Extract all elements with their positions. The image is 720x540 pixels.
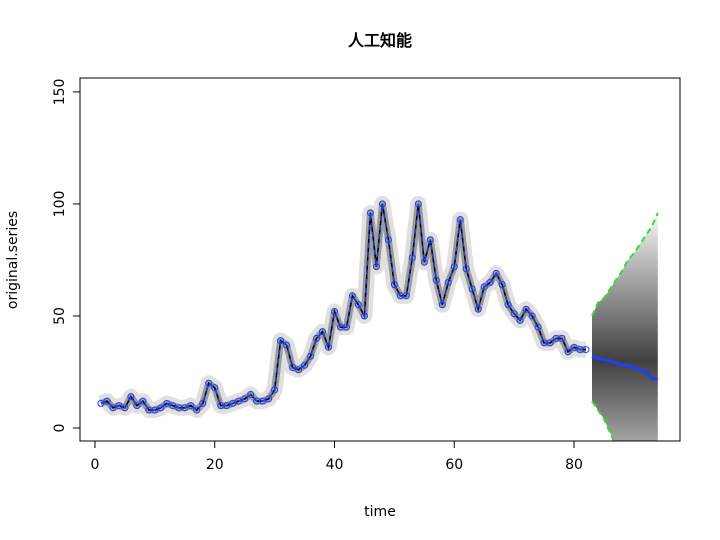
observed-point: [378, 200, 386, 208]
observed-point: [151, 406, 159, 414]
observed-point: [348, 292, 356, 300]
observed-point: [480, 283, 488, 291]
x-tick-label: 80: [565, 457, 583, 473]
observed-point: [510, 310, 518, 318]
observed-point: [522, 305, 530, 313]
observed-point: [372, 263, 380, 271]
observed-point: [432, 276, 440, 284]
observed-point: [354, 301, 362, 309]
observed-point: [504, 301, 512, 309]
observed-point: [546, 339, 554, 347]
observed-point: [408, 254, 416, 262]
observed-point: [265, 395, 273, 403]
observed-point: [247, 390, 255, 398]
x-tick-label: 0: [91, 457, 100, 473]
observed-point: [97, 399, 105, 407]
observed-point: [193, 406, 201, 414]
observed-point: [390, 281, 398, 289]
observed-point: [402, 292, 410, 300]
y-tick-label: 100: [52, 191, 68, 218]
chart-title: 人工知能: [348, 31, 412, 50]
observed-point: [564, 348, 572, 356]
observed-point: [133, 402, 141, 410]
y-axis-label: original.series: [5, 211, 21, 309]
observed-point: [313, 334, 321, 342]
observed-point: [187, 402, 195, 410]
observed-point: [199, 399, 207, 407]
observed-point: [307, 352, 315, 360]
observed-point: [259, 397, 267, 405]
observed-point: [498, 281, 506, 289]
observed-point: [528, 312, 536, 320]
observed-point: [570, 343, 578, 351]
observed-point: [181, 404, 189, 412]
observed-point: [163, 399, 171, 407]
plot-area: [97, 195, 659, 441]
x-tick-label: 60: [445, 457, 463, 473]
observed-point: [444, 278, 452, 286]
observed-point: [169, 402, 177, 410]
observed-point: [115, 402, 123, 410]
observed-point: [468, 285, 476, 293]
observed-point: [277, 337, 285, 345]
observed-point: [241, 395, 249, 403]
observed-point: [157, 404, 165, 412]
observed-point: [474, 305, 482, 313]
observed-point: [414, 200, 422, 208]
observed-point: [330, 307, 338, 315]
observed-point: [127, 393, 135, 401]
observed-point: [492, 269, 500, 277]
observed-point: [289, 364, 297, 372]
observed-point: [109, 404, 117, 412]
interval-line: [591, 212, 659, 317]
observed-point: [103, 397, 111, 405]
observed-point: [558, 334, 566, 342]
observed-point: [301, 361, 309, 369]
observed-point: [516, 316, 524, 324]
forecast-fan: [592, 212, 658, 441]
y-tick-label: 0: [52, 424, 68, 433]
observed-point: [283, 341, 291, 349]
observed-point: [360, 312, 368, 320]
observed-point: [121, 404, 129, 412]
observed-point: [325, 343, 333, 351]
observed-point: [229, 399, 237, 407]
observed-point: [211, 384, 219, 392]
observed-point: [319, 328, 327, 336]
observed-point: [450, 263, 458, 271]
observed-point: [486, 278, 494, 286]
forecast-line: [591, 354, 658, 381]
observed-point: [139, 397, 147, 405]
y-tick-label: 50: [52, 307, 68, 325]
observed-point: [366, 209, 374, 217]
observed-point: [271, 386, 279, 394]
observed-point: [456, 216, 464, 224]
observed-point: [582, 346, 590, 354]
observed-point: [438, 301, 446, 309]
observed-point: [384, 236, 392, 244]
observed-point: [462, 265, 470, 273]
x-tick-label: 40: [326, 457, 344, 473]
x-tick-label: 20: [206, 457, 224, 473]
observed-point: [295, 366, 303, 374]
observed-point: [426, 236, 434, 244]
y-tick-label: 150: [52, 79, 68, 106]
x-axis-label: time: [364, 504, 396, 520]
observed-point: [534, 323, 542, 331]
observed-point: [205, 379, 213, 387]
observed-point: [342, 323, 350, 331]
observed-point: [420, 258, 428, 266]
observed-point: [235, 397, 243, 405]
plot-frame: [79, 77, 681, 442]
observed-point: [223, 402, 231, 410]
